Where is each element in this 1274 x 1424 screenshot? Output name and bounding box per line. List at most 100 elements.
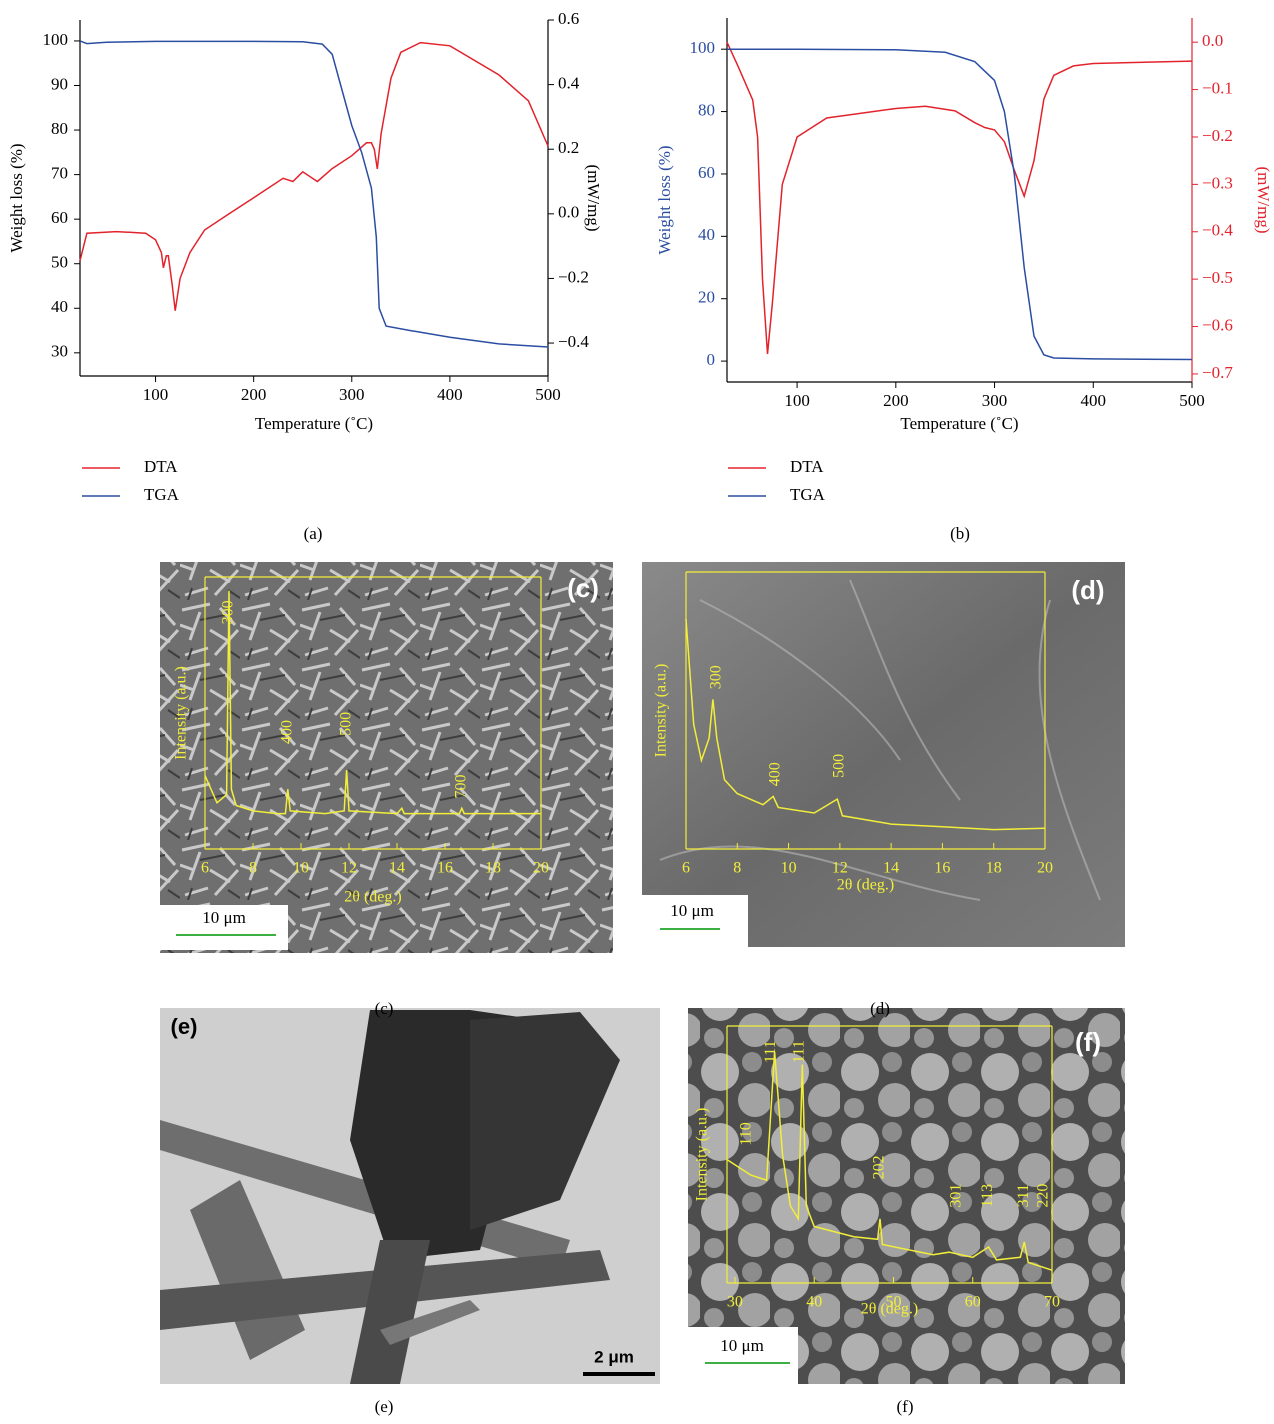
- y-tick-label: 50: [51, 253, 68, 272]
- x-tick-label: 30: [727, 1294, 743, 1311]
- x-axis-label: Temperature (˚C): [900, 414, 1018, 433]
- y2-tick-label: −0.2: [1202, 126, 1233, 145]
- y-tick-label: 100: [690, 38, 716, 57]
- x-tick-label: 500: [535, 385, 561, 404]
- x-tick-label: 60: [965, 1294, 981, 1311]
- series-line: [80, 41, 548, 347]
- scale-label: 10 μm: [670, 901, 714, 920]
- peak-label: 111: [762, 1040, 779, 1063]
- peak-label: 400: [278, 720, 295, 744]
- y-tick-label: 60: [698, 163, 715, 182]
- y2-tick-label: 0.6: [558, 9, 579, 28]
- y2-tick-label: −0.4: [558, 332, 589, 351]
- caption: (e): [375, 1397, 394, 1416]
- x-tick-label: 300: [339, 385, 365, 404]
- x-tick-label: 18: [986, 860, 1002, 877]
- x-tick-label: 14: [883, 860, 899, 877]
- peak-label: 113: [979, 1184, 996, 1207]
- y-tick-label: 80: [51, 119, 68, 138]
- peak-label: 300: [707, 665, 724, 689]
- y-tick-label: 80: [698, 100, 715, 119]
- x-tick-label: 10: [293, 860, 309, 877]
- x-tick-label: 16: [437, 860, 453, 877]
- x-tick-label: 500: [1179, 391, 1205, 410]
- series-line: [727, 42, 1192, 354]
- peak-label: 700: [452, 774, 469, 798]
- y-tick-label: 90: [51, 74, 68, 93]
- y-tick-label: 100: [43, 30, 69, 49]
- scale-label: 10 μm: [720, 1336, 764, 1355]
- legend-label: DTA: [144, 457, 178, 476]
- y2-tick-label: 0.0: [558, 203, 579, 222]
- x-tick-label: 200: [883, 391, 909, 410]
- x-tick-label: 8: [249, 860, 257, 877]
- x-tick-label: 70: [1044, 1294, 1060, 1311]
- y-tick-label: 20: [698, 288, 715, 307]
- peak-label: 301: [948, 1184, 965, 1208]
- panel-label: (d): [1071, 575, 1104, 605]
- x-tick-label: 8: [733, 860, 741, 877]
- caption: (c): [375, 999, 394, 1018]
- panel-label: (c): [567, 573, 599, 603]
- panel-label: (e): [171, 1014, 198, 1039]
- x-tick-label: 6: [201, 860, 209, 877]
- peak-label: 111: [791, 1040, 808, 1063]
- x-tick-label: 400: [437, 385, 463, 404]
- peak-label: 110: [737, 1122, 754, 1145]
- y-tick-label: 40: [698, 225, 715, 244]
- peak-label: 311: [1015, 1184, 1032, 1207]
- caption: (b): [950, 524, 970, 543]
- x-tick-label: 20: [1037, 860, 1053, 877]
- y-tick-label: 70: [51, 164, 68, 183]
- scale-label: 2 μm: [594, 1347, 634, 1366]
- x-tick-label: 300: [982, 391, 1008, 410]
- y2-tick-label: −0.7: [1202, 363, 1233, 382]
- series-line: [727, 49, 1192, 359]
- y2-axis-label: (mW/mg): [1254, 166, 1273, 233]
- caption: (f): [897, 1397, 914, 1416]
- x-axis-label: 2θ (deg.): [837, 877, 894, 894]
- y2-tick-label: −0.3: [1202, 173, 1233, 192]
- y2-tick-label: 0.0: [1202, 31, 1223, 50]
- caption: (a): [304, 524, 323, 543]
- x-tick-label: 16: [934, 860, 950, 877]
- x-tick-label: 18: [485, 860, 501, 877]
- scale-label: 10 μm: [202, 908, 246, 927]
- caption: (d): [870, 999, 890, 1018]
- x-tick-label: 100: [143, 385, 169, 404]
- x-tick-label: 12: [341, 860, 357, 877]
- y2-tick-label: −0.1: [1202, 78, 1233, 97]
- x-tick-label: 14: [389, 860, 405, 877]
- y2-tick-label: −0.5: [1202, 268, 1233, 287]
- legend-label: TGA: [790, 485, 826, 504]
- x-axis-label: 2θ (deg.): [344, 889, 401, 906]
- y-axis-label: Weight loss (%): [655, 145, 674, 254]
- y2-tick-label: −0.6: [1202, 315, 1233, 334]
- x-tick-label: 6: [682, 860, 690, 877]
- y-tick-label: 0: [707, 350, 716, 369]
- x-axis-label: 2θ (deg.): [861, 1301, 918, 1318]
- x-tick-label: 10: [781, 860, 797, 877]
- x-tick-label: 100: [784, 391, 810, 410]
- y-tick-label: 60: [51, 208, 68, 227]
- x-tick-label: 12: [832, 860, 848, 877]
- peak-label: 500: [831, 754, 848, 778]
- y2-axis-label: (mW/mg): [584, 164, 603, 231]
- y-tick-label: 30: [51, 342, 68, 361]
- peak-label: 400: [766, 762, 783, 786]
- y2-tick-label: −0.4: [1202, 221, 1233, 240]
- legend-label: TGA: [144, 485, 180, 504]
- peak-label: 202: [871, 1155, 888, 1179]
- y2-tick-label: 0.4: [558, 74, 580, 93]
- figure: 10 μm 10 μm 2 μm 10 μm (c) (d) (e) (f) (…: [0, 0, 1274, 1424]
- y2-tick-label: 0.2: [558, 138, 579, 157]
- legend-label: DTA: [790, 457, 824, 476]
- y-axis-label: Intensity (a.u.): [694, 1108, 711, 1202]
- x-tick-label: 20: [533, 860, 549, 877]
- x-tick-label: 40: [806, 1294, 822, 1311]
- y-axis-label: Intensity (a.u.): [653, 664, 670, 758]
- x-tick-label: 200: [241, 385, 267, 404]
- y2-tick-label: −0.2: [558, 267, 589, 286]
- y-tick-label: 40: [51, 297, 68, 316]
- series-line: [80, 43, 548, 311]
